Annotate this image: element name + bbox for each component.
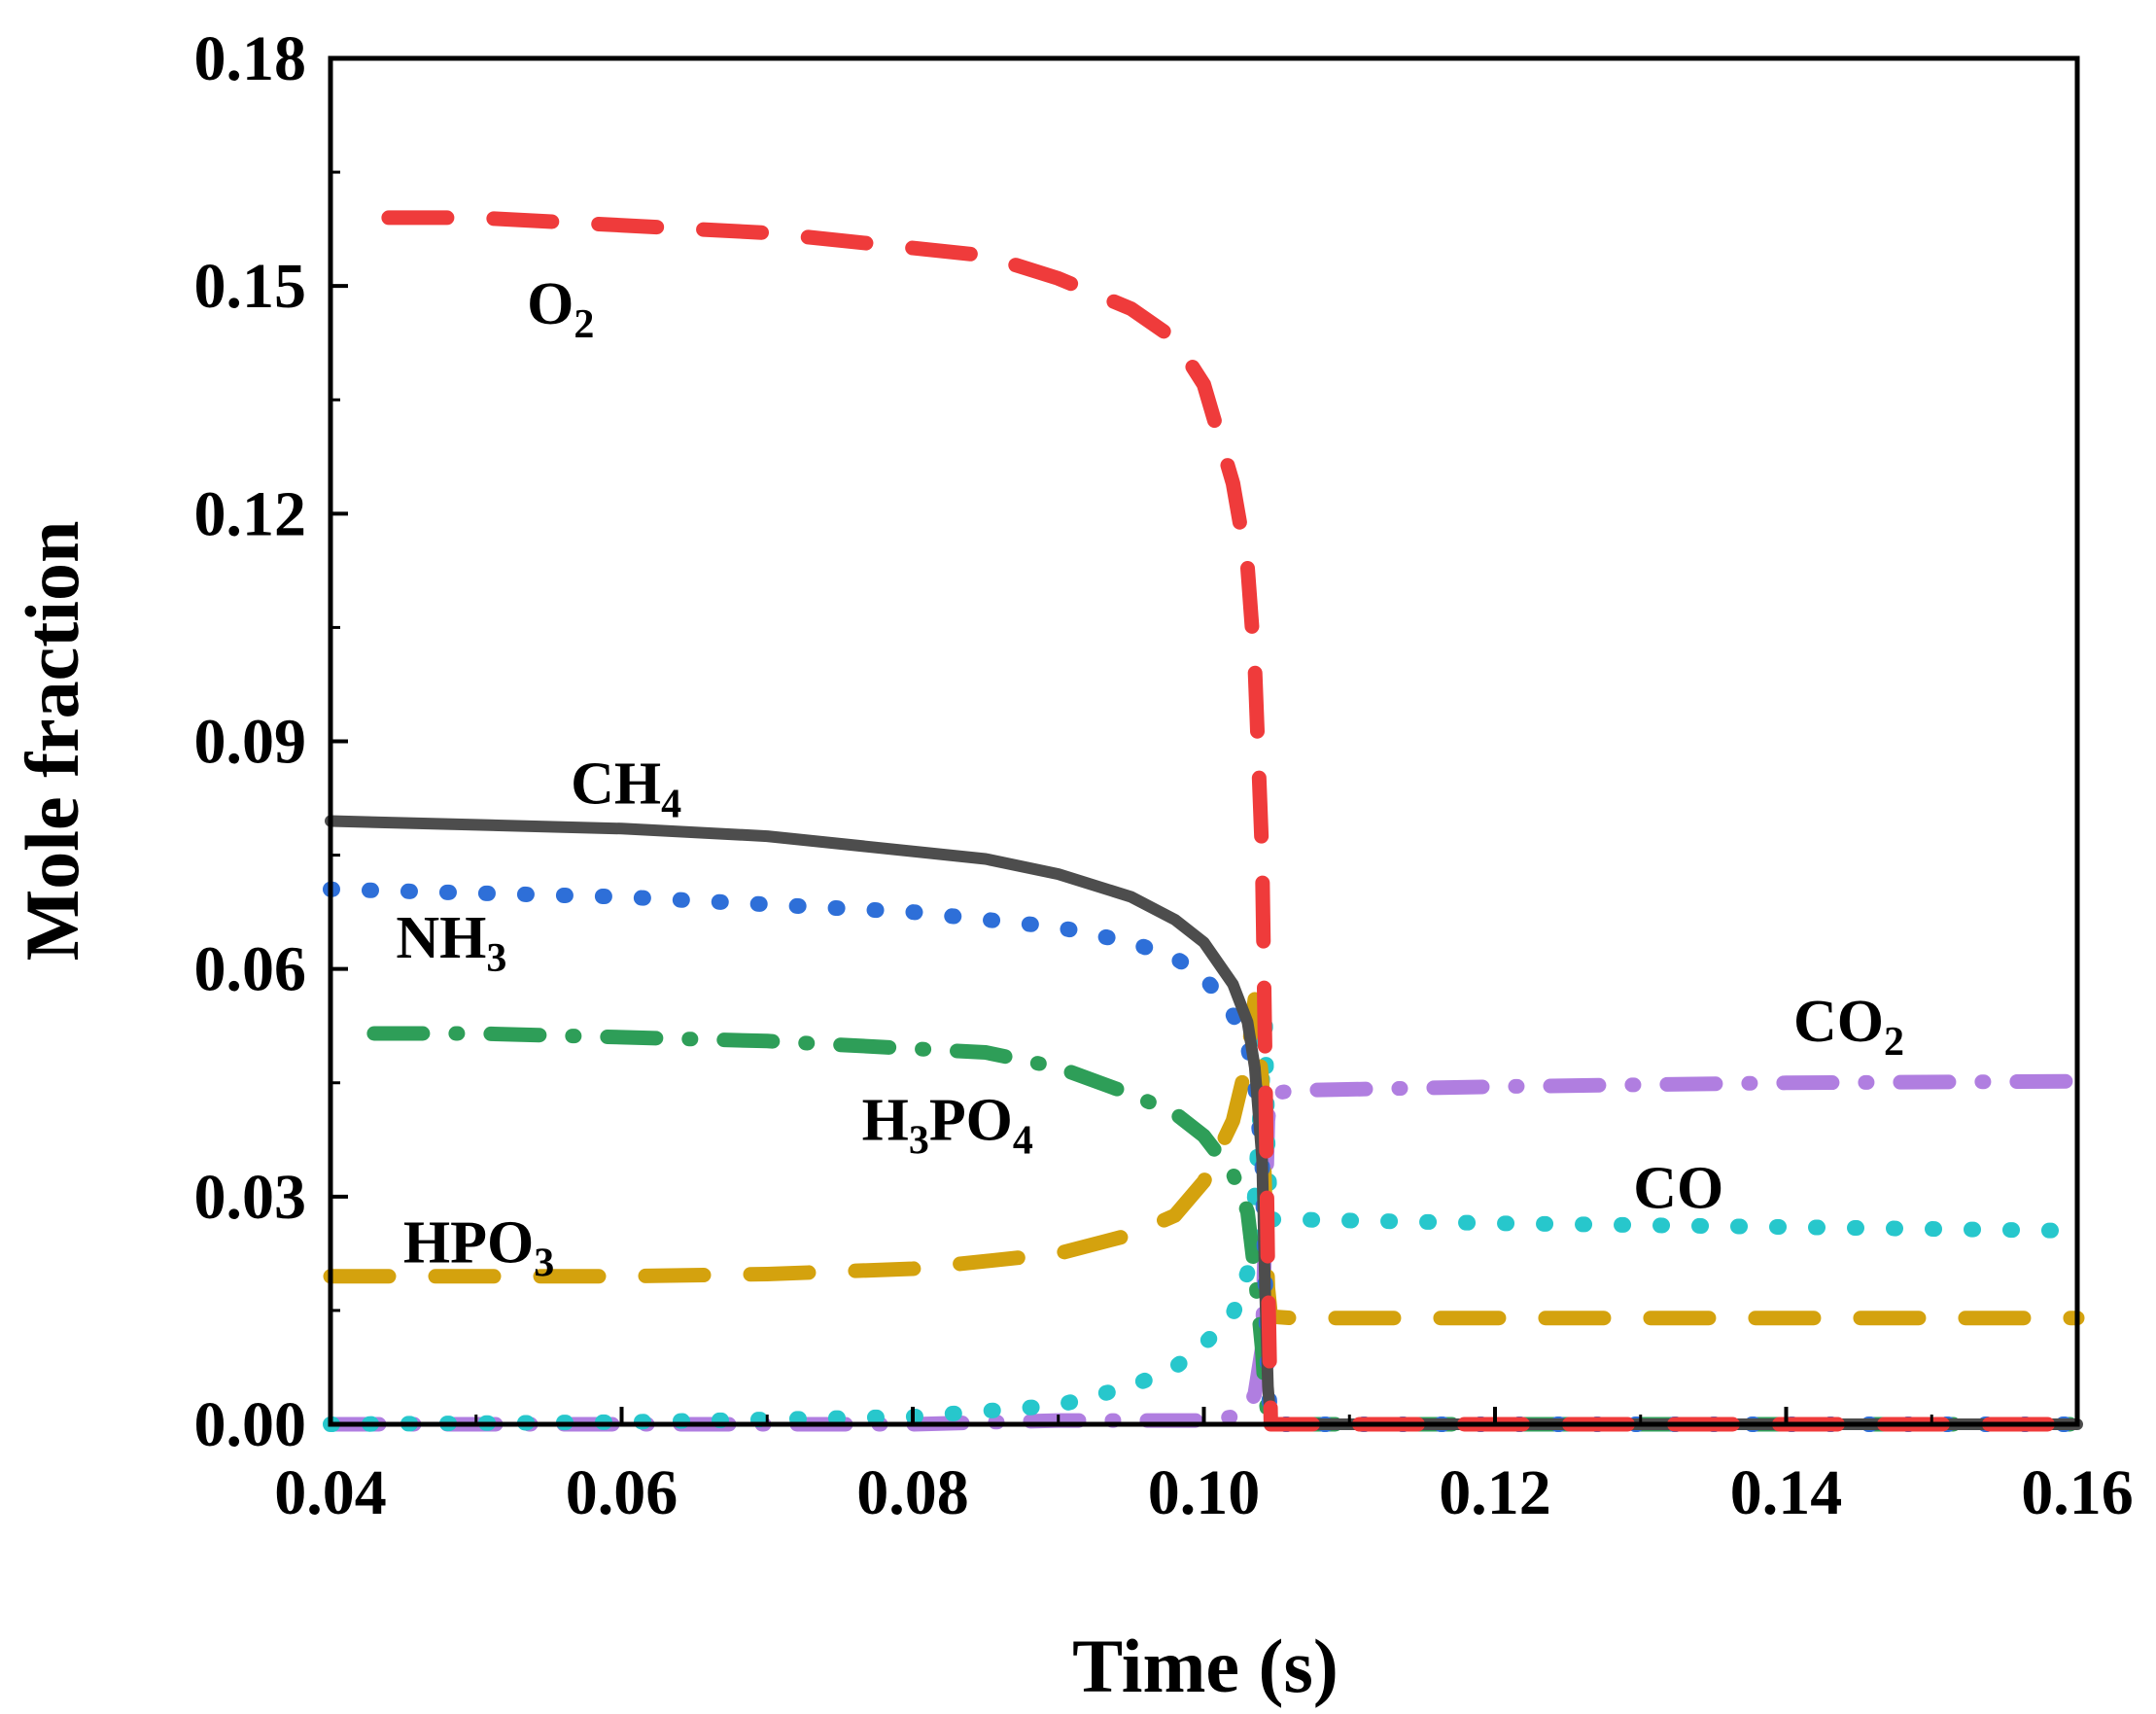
x-tick-label: 0.16 [2021, 1457, 2134, 1528]
x-tick-label: 0.04 [274, 1457, 387, 1528]
x-tick-label: 0.12 [1439, 1457, 1551, 1528]
y-tick-label: 0.03 [194, 1162, 307, 1233]
series-label-hpo3: HPO3 [403, 1210, 554, 1286]
x-tick-label: 0.10 [1148, 1457, 1261, 1528]
series-label-ch4: CH4 [571, 752, 681, 827]
x-tick-label: 0.08 [856, 1457, 969, 1528]
labels-layer: O2 CH4 NH3 H3PO4 HPO3 CO CO2 [396, 271, 1904, 1286]
y-tick-label: 0.00 [194, 1389, 307, 1460]
y-tick-label: 0.09 [194, 707, 307, 778]
x-axis-title: Time (s) [1072, 1624, 1339, 1708]
y-tick-label: 0.06 [194, 934, 307, 1005]
series-label-o2: O2 [527, 271, 594, 347]
series-label-co2: CO2 [1793, 989, 1904, 1065]
ticks-layer: 0.04 0.06 0.08 0.10 0.12 0.14 0.16 0.00 0.03 0.06… [194, 23, 2134, 1528]
series-label-co: CO [1633, 1156, 1723, 1222]
y-tick-label: 0.18 [194, 23, 307, 94]
y-tick-label: 0.15 [194, 251, 307, 322]
series-label-h3po4: H3PO4 [862, 1087, 1033, 1163]
x-tick-label: 0.06 [566, 1457, 678, 1528]
x-tick-label: 0.14 [1730, 1457, 1843, 1528]
series-line-hpo3 [323, 992, 2085, 1326]
series-label-nh3: NH3 [396, 905, 506, 981]
y-axis-title: Mole fraction [10, 521, 94, 962]
y-tick-label: 0.12 [194, 478, 307, 549]
